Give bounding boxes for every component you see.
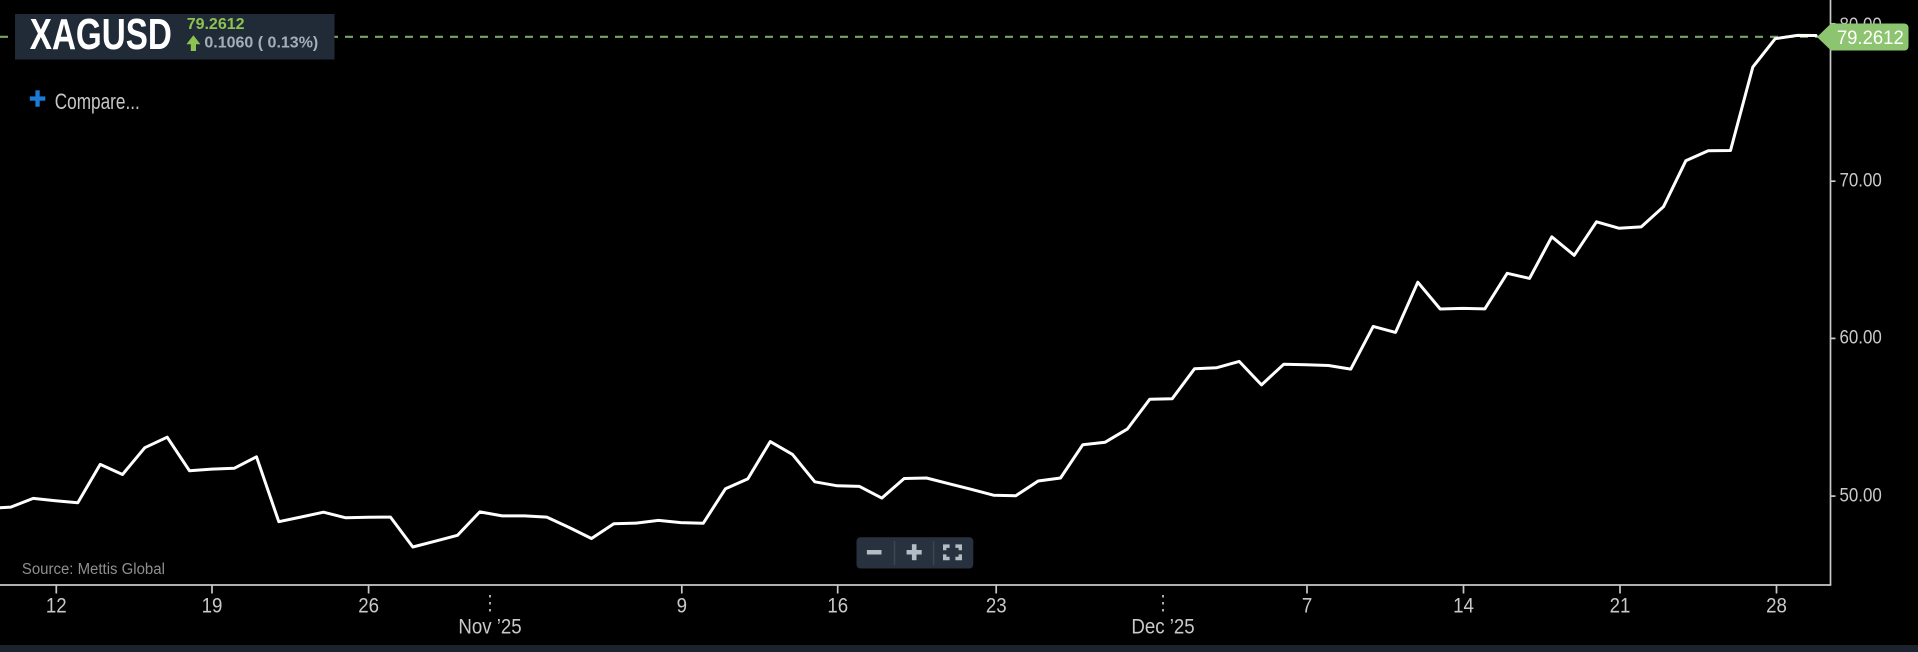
svg-text:9: 9 bbox=[677, 595, 687, 618]
svg-text:Nov ’25: Nov ’25 bbox=[458, 616, 521, 639]
svg-text:50.00: 50.00 bbox=[1840, 484, 1882, 505]
svg-text:7: 7 bbox=[1302, 595, 1312, 618]
svg-text:60.00: 60.00 bbox=[1840, 327, 1882, 348]
svg-text:0.1060 ( 0.13%): 0.1060 ( 0.13%) bbox=[204, 34, 318, 51]
svg-text:14: 14 bbox=[1453, 595, 1474, 618]
svg-text:26: 26 bbox=[358, 595, 379, 618]
svg-text:16: 16 bbox=[827, 595, 848, 618]
svg-text:XAGUSD: XAGUSD bbox=[30, 11, 172, 59]
svg-text:19: 19 bbox=[202, 595, 223, 618]
svg-text:Source: Mettis Global: Source: Mettis Global bbox=[22, 561, 165, 578]
svg-text:12: 12 bbox=[46, 595, 67, 618]
svg-text:Dec ’25: Dec ’25 bbox=[1131, 616, 1194, 639]
svg-text:21: 21 bbox=[1610, 595, 1631, 618]
svg-text:Compare...: Compare... bbox=[55, 90, 140, 115]
svg-text:70.00: 70.00 bbox=[1840, 170, 1882, 191]
svg-text:23: 23 bbox=[986, 595, 1007, 618]
svg-text:79.2612: 79.2612 bbox=[187, 16, 245, 33]
svg-text:79.2612: 79.2612 bbox=[1837, 27, 1904, 49]
svg-text:28: 28 bbox=[1766, 595, 1787, 618]
